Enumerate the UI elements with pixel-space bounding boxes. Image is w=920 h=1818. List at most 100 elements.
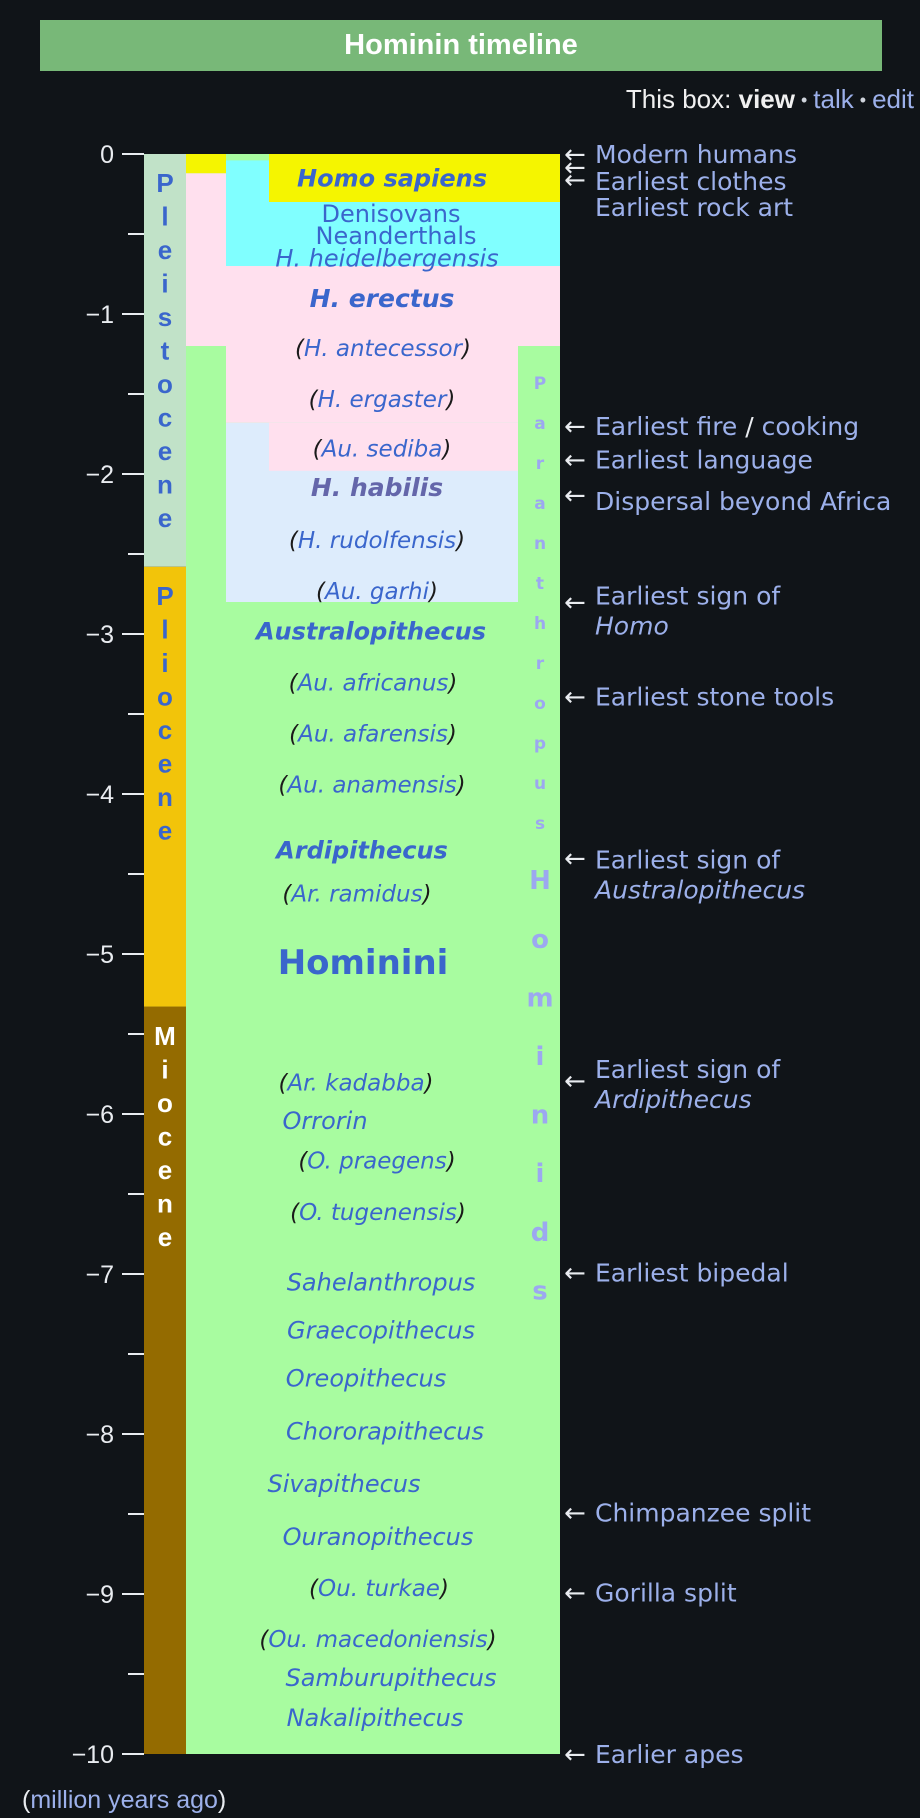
epoch-label-letter: o bbox=[157, 369, 173, 399]
taxon-label: Graecopithecus bbox=[287, 1317, 475, 1345]
epoch-label-letter: n bbox=[157, 470, 173, 500]
event-label: Earliest sign of bbox=[595, 1055, 781, 1084]
taxon-label: (Ar. ramidus) bbox=[282, 881, 431, 907]
dot-separator: • bbox=[800, 90, 808, 110]
taxon-label: (O. praegens) bbox=[298, 1149, 455, 1175]
vertical-label-letter: H bbox=[529, 866, 551, 896]
taxon-label: Homo sapiens bbox=[297, 165, 487, 193]
event-arrow: ← bbox=[564, 166, 586, 196]
axis-tick-label: −10 bbox=[72, 1741, 114, 1769]
event-label: Earliest clothes bbox=[595, 167, 786, 196]
event-arrow: ← bbox=[564, 1066, 586, 1096]
epoch-label-letter: e bbox=[158, 235, 172, 265]
taxon-label: (Ou. turkae) bbox=[309, 1576, 449, 1602]
axis-tick-label: 0 bbox=[100, 141, 114, 169]
axis-tick-label: −3 bbox=[85, 621, 114, 649]
taxon-label: (Au. africanus) bbox=[289, 670, 458, 696]
vertical-label-letter: d bbox=[531, 1218, 550, 1248]
event-arrow: ← bbox=[564, 1740, 586, 1770]
homo-sapiens-band bbox=[269, 154, 560, 202]
event-arrow: ← bbox=[564, 481, 586, 511]
vertical-label-letter: s bbox=[532, 1276, 547, 1306]
taxon-label: Ardipithecus bbox=[274, 837, 448, 865]
event-arrow: ← bbox=[564, 1498, 586, 1528]
vertical-label-letter: t bbox=[536, 574, 544, 594]
taxon-label: Ouranopithecus bbox=[283, 1523, 474, 1551]
axis-tick-label: −7 bbox=[85, 1261, 114, 1289]
epoch-label-letter: n bbox=[157, 782, 173, 812]
epoch-label-letter: P bbox=[156, 581, 173, 611]
event-label-taxon: Australopithecus bbox=[593, 876, 805, 905]
navbox-links: This box: view • talk • edit bbox=[626, 84, 914, 115]
vertical-label-letter: a bbox=[534, 414, 545, 434]
epoch-label-letter: l bbox=[161, 202, 168, 232]
edit-link[interactable]: edit bbox=[872, 84, 914, 114]
axis-tick-label: −8 bbox=[85, 1421, 114, 1449]
vertical-label-letter: m bbox=[526, 983, 553, 1013]
taxon-label: Samburupithecus bbox=[285, 1664, 496, 1692]
epoch-label-letter: c bbox=[158, 403, 172, 433]
taxon-label: (O. tugenensis) bbox=[290, 1200, 466, 1226]
vertical-label-letter: P bbox=[534, 374, 546, 394]
taxon-label: (H. rudolfensis) bbox=[289, 528, 465, 554]
axis-tick-label: −6 bbox=[85, 1101, 114, 1129]
event-arrow: ← bbox=[564, 1578, 586, 1608]
event-label: Earliest sign of bbox=[595, 582, 781, 611]
axis-tick-label: −4 bbox=[85, 781, 114, 809]
vertical-label-letter: n bbox=[531, 1101, 550, 1131]
event-arrow: ← bbox=[564, 844, 586, 874]
event-label: Earliest fire / cooking bbox=[595, 412, 859, 441]
event-label: Dispersal beyond Africa bbox=[595, 487, 891, 516]
epoch-label-letter: n bbox=[157, 1188, 173, 1218]
taxon-label: Oreopithecus bbox=[286, 1365, 446, 1393]
vertical-label-letter: i bbox=[536, 1042, 545, 1072]
epoch-label-letter: o bbox=[157, 681, 173, 711]
epoch-label-letter: e bbox=[158, 1155, 172, 1185]
event-label: Chimpanzee split bbox=[595, 1498, 811, 1527]
epoch-label-letter: i bbox=[161, 1054, 168, 1084]
million-years-ago-link[interactable]: million years ago bbox=[30, 1786, 218, 1814]
epoch-label-letter: l bbox=[161, 614, 168, 644]
taxon-label: Neanderthals bbox=[315, 222, 476, 250]
taxon-label: Sivapithecus bbox=[267, 1470, 420, 1498]
vertical-label-letter: o bbox=[534, 694, 546, 714]
epoch-label-letter: t bbox=[161, 336, 170, 366]
vertical-label-letter: u bbox=[534, 774, 546, 794]
axis-unit-label: (million years ago) bbox=[22, 1786, 227, 1814]
event-label-taxon: Ardipithecus bbox=[593, 1085, 752, 1114]
navbox-prefix: This box: bbox=[625, 84, 732, 114]
vertical-label-letter: h bbox=[534, 614, 546, 634]
epoch-label-letter: c bbox=[158, 715, 172, 745]
taxon-label: (Au. sediba) bbox=[313, 437, 452, 463]
taxon-label: Hominini bbox=[278, 943, 449, 983]
vertical-label-letter: a bbox=[534, 494, 545, 514]
event-label: Earliest sign of bbox=[595, 846, 781, 875]
vertical-label-letter: r bbox=[536, 454, 545, 474]
event-label: Earliest language bbox=[595, 446, 813, 475]
taxon-label: (Au. afarensis) bbox=[289, 721, 457, 747]
taxon-label: Chororapithecus bbox=[286, 1417, 484, 1445]
event-arrow: ← bbox=[564, 412, 586, 442]
taxon-label: (Au. garhi) bbox=[316, 579, 438, 605]
epoch-label-letter: i bbox=[161, 269, 168, 299]
event-label: Earliest bipedal bbox=[595, 1258, 789, 1287]
event-arrow: ← bbox=[564, 153, 586, 183]
vertical-label-letter: p bbox=[534, 734, 546, 754]
view-link[interactable]: view bbox=[738, 84, 795, 114]
epoch-label-letter: P bbox=[156, 168, 173, 198]
event-arrow: ← bbox=[564, 140, 586, 170]
taxon-label: (Au. anamensis) bbox=[278, 773, 465, 799]
vertical-label-letter: i bbox=[536, 1159, 545, 1189]
epoch-label-letter: e bbox=[158, 815, 172, 845]
event-label: Gorilla split bbox=[595, 1578, 737, 1607]
event-arrow: ← bbox=[564, 682, 586, 712]
talk-link[interactable]: talk bbox=[813, 84, 854, 114]
axis-tick-label: −1 bbox=[85, 301, 114, 329]
vertical-label-letter: o bbox=[531, 925, 549, 955]
homo-inner-band bbox=[226, 346, 518, 423]
vertical-label-letter: r bbox=[536, 654, 545, 674]
event-label: Earlier apes bbox=[595, 1740, 744, 1769]
sediba-band bbox=[269, 422, 518, 471]
event-arrow: ← bbox=[564, 588, 586, 618]
